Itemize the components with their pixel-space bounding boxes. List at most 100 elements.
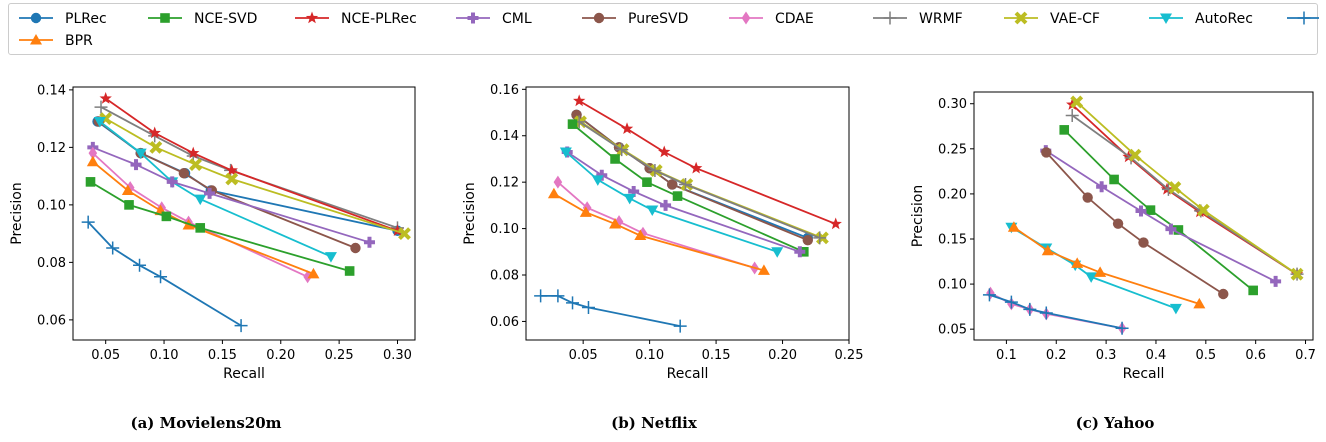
movielens20m-point-nce-plrec-0 bbox=[99, 92, 112, 104]
netflix-series-bpr bbox=[547, 187, 770, 275]
yahoo-point-bpr-3 bbox=[1094, 266, 1107, 277]
legend-item-pop: POP bbox=[1287, 11, 1319, 25]
netflix-xtick-label-1: 0.10 bbox=[635, 348, 664, 363]
netflix-point-bpr-3 bbox=[634, 229, 647, 241]
movielens20m-point-vae-cf-4 bbox=[398, 227, 411, 241]
caption-netflix: (b) Netflix bbox=[611, 414, 697, 432]
chart-movielens20m: 0.05 0.10 0.15 0.20 0.25 0.30 0.06 0.08 0.10 0.12… bbox=[9, 83, 416, 382]
movielens20m-point-pop-1 bbox=[106, 241, 120, 255]
yahoo-point-puresvd-2 bbox=[1112, 218, 1124, 229]
yahoo-xtick-label-6: 0.7 bbox=[1295, 348, 1316, 363]
legend-marker-cml bbox=[467, 12, 479, 24]
movielens20m-ytick-label-3: 0.12 bbox=[37, 141, 66, 156]
yahoo-point-vae-cf-0 bbox=[1070, 95, 1084, 109]
movielens20m-series-vae-cf bbox=[99, 112, 411, 241]
legend-entries: PLRec NCE-SVD NCE-PLRec CML PureSVD CDAE WRMF V… bbox=[19, 11, 1319, 49]
legend-marker-plrec bbox=[30, 12, 42, 24]
yahoo-ytick-label-5: 0.30 bbox=[938, 97, 967, 112]
movielens20m-ylabel: Precision bbox=[9, 182, 25, 244]
legend-item-bpr: BPR bbox=[19, 33, 93, 49]
legend-item-nce-plrec: NCE-PLRec bbox=[295, 11, 417, 27]
yahoo-point-cml-4 bbox=[1270, 275, 1282, 287]
yahoo-ylabel: Precision bbox=[910, 185, 926, 247]
legend-marker-pop bbox=[1297, 11, 1311, 25]
netflix-point-cdae-0 bbox=[553, 175, 563, 189]
yahoo-point-cml-1 bbox=[1096, 181, 1108, 193]
netflix-xtick-label-0: 0.05 bbox=[569, 348, 598, 363]
movielens20m-point-puresvd-2 bbox=[178, 168, 190, 179]
movielens20m-xtick-label-2: 0.15 bbox=[208, 348, 237, 363]
yahoo-point-vae-cf-3 bbox=[1196, 203, 1210, 217]
netflix-point-autorec-0 bbox=[559, 147, 572, 158]
yahoo-point-nce-svd-1 bbox=[1109, 174, 1119, 185]
legend-label-plrec: PLRec bbox=[65, 11, 107, 27]
legend-label-wrmf: WRMF bbox=[919, 11, 963, 27]
yahoo-point-cml-3 bbox=[1165, 223, 1177, 235]
movielens20m-point-vae-cf-2 bbox=[189, 158, 202, 172]
movielens20m-point-cdae-0 bbox=[88, 146, 98, 160]
yahoo-point-wrmf-0 bbox=[1065, 108, 1079, 122]
yahoo-line-cdae bbox=[990, 292, 1123, 330]
legend-label-nce-plrec: NCE-PLRec bbox=[341, 11, 417, 27]
movielens20m-point-nce-plrec-3 bbox=[225, 163, 238, 176]
yahoo-series-vae-cf bbox=[1070, 95, 1304, 281]
movielens20m-point-wrmf-0 bbox=[94, 100, 108, 114]
movielens20m-point-pop-4 bbox=[234, 319, 248, 333]
netflix-ytick-label-0: 0.06 bbox=[490, 315, 519, 330]
legend-label-puresvd: PureSVD bbox=[628, 11, 688, 27]
yahoo-point-bpr-4 bbox=[1193, 297, 1206, 309]
movielens20m-series-cml bbox=[87, 141, 375, 248]
netflix-line-cml bbox=[566, 151, 801, 253]
yahoo-series-bpr bbox=[1007, 221, 1206, 309]
movielens20m-point-vae-cf-3 bbox=[225, 172, 239, 186]
yahoo-point-pop-2 bbox=[1023, 302, 1037, 316]
legend-item-vae-cf: VAE-CF bbox=[1004, 11, 1100, 27]
movielens20m-point-nce-svd-1 bbox=[124, 200, 134, 210]
netflix-ytick-label-3: 0.12 bbox=[490, 176, 519, 191]
movielens20m-point-autorec-1 bbox=[134, 148, 147, 160]
yahoo-ytick-label-4: 0.25 bbox=[938, 142, 967, 157]
yahoo-point-cdae-0 bbox=[986, 286, 995, 300]
netflix-xtick-label-4: 0.25 bbox=[835, 348, 864, 363]
legend-item-autorec: AutoRec bbox=[1149, 11, 1253, 27]
movielens20m-point-bpr-1 bbox=[121, 184, 134, 195]
movielens20m-point-puresvd-4 bbox=[350, 242, 361, 254]
legend-label-bpr: BPR bbox=[65, 33, 93, 49]
netflix-point-autorec-1 bbox=[591, 175, 604, 186]
netflix-point-autorec-3 bbox=[646, 205, 659, 217]
chart-netflix: 0.05 0.10 0.15 0.20 0.25 0.06 0.08 0.10 0.12 0.14… bbox=[462, 83, 863, 382]
yahoo-xtick-label-4: 0.5 bbox=[1195, 348, 1216, 363]
caption-yahoo: (c) Yahoo bbox=[1075, 414, 1155, 432]
legend-marker-cdae bbox=[741, 11, 751, 25]
netflix-point-pop-2 bbox=[566, 296, 580, 310]
netflix-point-puresvd-4 bbox=[802, 234, 813, 246]
netflix-point-pop-3 bbox=[581, 301, 595, 315]
netflix-point-pop-4 bbox=[673, 319, 687, 333]
movielens20m-series-puresvd bbox=[93, 116, 361, 254]
movielens20m-point-nce-plrec-1 bbox=[148, 126, 161, 139]
movielens20m-axes-frame bbox=[72, 86, 416, 341]
netflix-point-nce-plrec-0 bbox=[572, 94, 586, 107]
netflix-point-nce-svd-1 bbox=[610, 154, 620, 164]
netflix-series-cdae bbox=[553, 175, 759, 275]
yahoo-axes-frame bbox=[973, 91, 1314, 341]
movielens20m-point-pop-2 bbox=[133, 258, 147, 272]
yahoo-point-puresvd-1 bbox=[1082, 192, 1093, 203]
legend: PLRec NCE-SVD NCE-PLRec CML PureSVD CDAE WRMF V… bbox=[8, 3, 1319, 55]
legend-item-plrec: PLRec bbox=[19, 11, 107, 27]
netflix-xtick-label-3: 0.20 bbox=[768, 348, 797, 363]
yahoo-xtick-label-3: 0.4 bbox=[1146, 348, 1167, 363]
legend-marker-bpr bbox=[30, 34, 42, 45]
legend-item-cdae: CDAE bbox=[729, 11, 814, 27]
yahoo-series-pop bbox=[982, 288, 1129, 335]
legend-marker-puresvd bbox=[593, 12, 605, 24]
yahoo-series-nce-svd bbox=[1059, 125, 1258, 296]
yahoo-line-puresvd bbox=[1045, 151, 1224, 295]
netflix-point-wrmf-1 bbox=[615, 143, 629, 157]
movielens20m-series-nce-plrec bbox=[99, 92, 404, 237]
netflix-series-autorec bbox=[559, 147, 784, 258]
yahoo-point-vae-cf-1 bbox=[1128, 148, 1142, 162]
yahoo-point-nce-svd-4 bbox=[1248, 285, 1258, 296]
yahoo-point-nce-svd-0 bbox=[1059, 125, 1070, 135]
movielens20m-xlabel: Recall bbox=[223, 366, 265, 382]
